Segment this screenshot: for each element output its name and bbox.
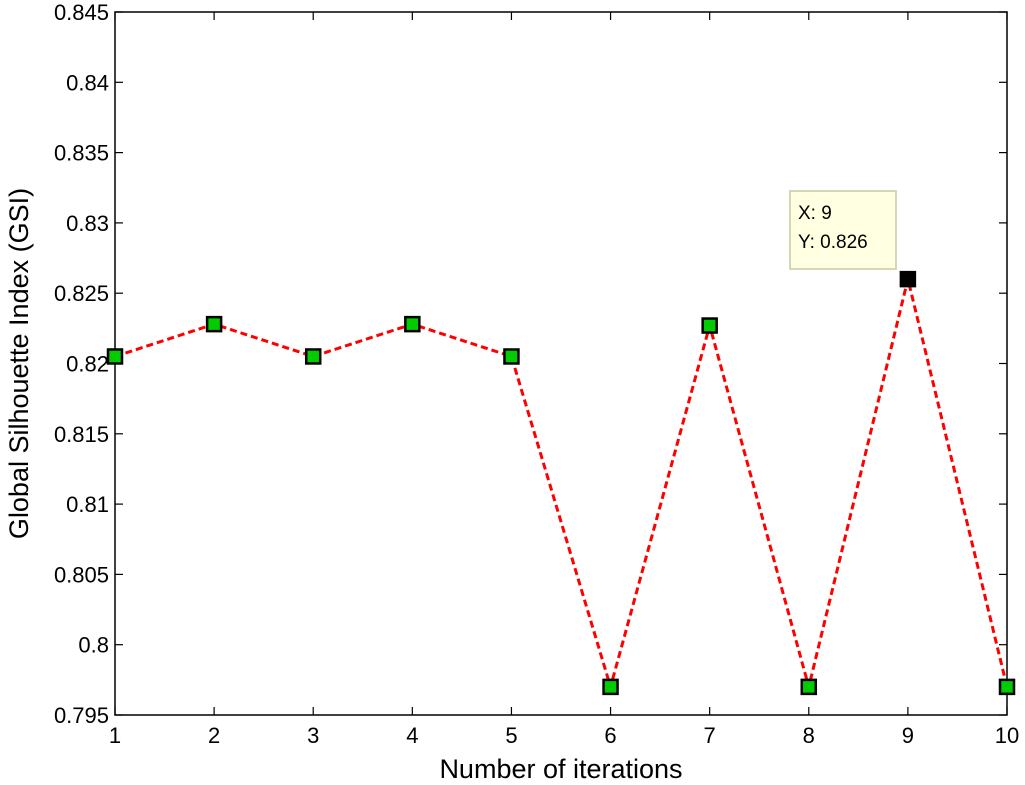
x-tick-label: 5	[505, 723, 517, 748]
y-tick-label: 0.805	[54, 562, 109, 587]
y-tick-label: 0.845	[54, 0, 109, 25]
x-tick-label: 4	[406, 723, 418, 748]
y-tick-label: 0.83	[66, 211, 109, 236]
axes-box	[114, 11, 1008, 716]
x-tick-label: 6	[604, 723, 616, 748]
datatip-box	[789, 190, 897, 270]
datatip-x-label: X: 9	[798, 203, 832, 224]
x-tick-label: 2	[208, 723, 220, 748]
x-tick-label: 9	[902, 723, 914, 748]
data-point	[304, 348, 322, 365]
y-tick-label: 0.84	[66, 70, 109, 95]
series-line	[114, 278, 1009, 693]
y-tick-label: 0.825	[54, 281, 109, 306]
data-point	[800, 678, 818, 696]
data-point	[701, 317, 718, 334]
x-axis-title: Number of iterations	[439, 754, 682, 784]
data-point	[205, 315, 223, 333]
y-tick-label: 0.81	[66, 492, 109, 517]
x-tick-label: 10	[995, 723, 1019, 748]
y-tick-label: 0.82	[66, 352, 109, 377]
y-tick-label: 0.835	[54, 141, 109, 166]
plot-area: 1 2 3 4 5 6 7 8 9 10 0.795 0.8 0.805 0.81 0.815 0.82 0.8…	[4, 0, 1019, 784]
y-tick-label: 0.815	[54, 422, 109, 447]
data-point	[106, 348, 124, 365]
data-point	[404, 315, 421, 333]
x-tick-label: 8	[803, 723, 815, 748]
y-tick-label: 0.795	[54, 703, 109, 728]
datatip-y-label: Y: 0.826	[798, 232, 868, 253]
x-tick-label: 1	[109, 723, 121, 748]
data-point	[602, 678, 619, 696]
y-tick-label: 0.8	[78, 633, 109, 658]
y-axis-title: Global Silhouette Index (GSI)	[4, 188, 34, 539]
x-tick-label: 3	[307, 723, 319, 748]
data-point-highlighted	[899, 270, 917, 288]
data-point	[998, 678, 1016, 696]
data-point	[503, 348, 520, 365]
x-tick-label: 7	[704, 723, 716, 748]
